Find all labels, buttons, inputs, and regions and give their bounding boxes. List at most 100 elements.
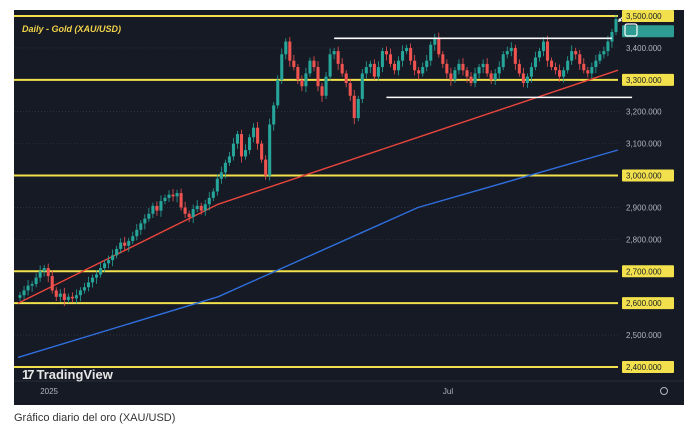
tradingview-logo: 17 TradingView bbox=[22, 367, 113, 382]
candle-body bbox=[509, 47, 513, 52]
price-chart[interactable]: 3,500.000 3,400.000 3,300.000 3,200.000 3,10… bbox=[14, 10, 684, 405]
candle-body bbox=[131, 236, 135, 241]
candle-body bbox=[425, 60, 429, 68]
candle-body bbox=[469, 76, 473, 84]
price-label-box bbox=[622, 73, 674, 86]
candle-body bbox=[550, 60, 554, 68]
tradingview-wordmark: TradingView bbox=[36, 367, 113, 382]
candle-body bbox=[360, 73, 364, 99]
candle-body bbox=[70, 296, 74, 299]
y-tick-label: 3,000.000 bbox=[626, 172, 662, 181]
candle-body bbox=[74, 295, 78, 299]
candle-body bbox=[485, 63, 489, 74]
candle-body bbox=[34, 277, 38, 285]
settings-gear-icon bbox=[660, 387, 668, 395]
candle-body bbox=[296, 67, 300, 80]
candle-body bbox=[82, 287, 86, 291]
candle-body bbox=[235, 134, 239, 144]
candle-body bbox=[578, 54, 582, 64]
candle-body bbox=[380, 51, 384, 68]
candle-body bbox=[413, 60, 417, 71]
candle-body bbox=[332, 51, 336, 55]
candle-body bbox=[268, 124, 272, 176]
candle-body bbox=[376, 67, 380, 77]
last-price-box bbox=[622, 25, 674, 38]
candle-body bbox=[533, 57, 537, 68]
x-tick-label: Jul bbox=[443, 387, 453, 396]
candle-body bbox=[489, 73, 493, 80]
candle-body bbox=[473, 73, 477, 84]
candle-body bbox=[135, 229, 139, 237]
candle-body bbox=[163, 197, 167, 202]
candle-body bbox=[272, 105, 276, 125]
chart-panel[interactable]: 3,500.000 3,400.000 3,300.000 3,200.000 3,10… bbox=[14, 10, 684, 405]
candle-body bbox=[264, 159, 268, 176]
chart-title: Daily - Gold (XAU/USD) bbox=[22, 24, 122, 34]
candle-body bbox=[594, 60, 598, 68]
candle-body bbox=[86, 282, 90, 288]
candle-body bbox=[50, 276, 54, 291]
candle-body bbox=[219, 172, 223, 179]
candle-body bbox=[195, 205, 199, 210]
candle-body bbox=[388, 54, 393, 64]
candle-body bbox=[22, 290, 26, 296]
candle-body bbox=[429, 44, 433, 61]
candle-body bbox=[187, 213, 191, 218]
candle-body bbox=[288, 41, 292, 61]
candle-body bbox=[401, 51, 405, 61]
candle-body bbox=[30, 284, 34, 286]
candle-body bbox=[445, 63, 449, 74]
candle-body bbox=[521, 73, 525, 84]
candle-body bbox=[248, 137, 252, 151]
candle-body bbox=[501, 54, 505, 68]
candle-body bbox=[207, 197, 211, 205]
candle-body bbox=[260, 143, 264, 160]
candle-body bbox=[457, 63, 461, 71]
candle-body bbox=[183, 207, 187, 214]
candle-body bbox=[203, 204, 207, 211]
candle-body bbox=[139, 223, 143, 230]
candle-body bbox=[336, 51, 340, 64]
candle-body bbox=[231, 143, 235, 157]
candle-body bbox=[405, 47, 409, 52]
price-label-box bbox=[622, 361, 674, 373]
candle-body bbox=[465, 70, 469, 77]
candle-body bbox=[437, 38, 441, 55]
candle-body bbox=[352, 95, 356, 119]
candle-body bbox=[562, 70, 566, 77]
candle-body bbox=[58, 293, 62, 297]
candle-body bbox=[167, 194, 171, 198]
y-tick-label: 2,600.000 bbox=[626, 299, 662, 308]
candle-body bbox=[574, 51, 578, 55]
candle-body bbox=[598, 54, 602, 61]
candle-body bbox=[159, 201, 163, 211]
candle-body bbox=[328, 54, 332, 77]
candle-body bbox=[582, 63, 586, 71]
chart-caption: Gráfico diario del oro (XAU/USD) bbox=[14, 412, 176, 424]
candle-body bbox=[541, 41, 546, 52]
candle-body bbox=[602, 51, 606, 55]
candle-body bbox=[119, 242, 123, 249]
candle-body bbox=[320, 86, 324, 96]
candle-body bbox=[461, 63, 465, 71]
candle-body bbox=[546, 41, 550, 61]
candle-body bbox=[304, 73, 308, 87]
candle-body bbox=[409, 47, 413, 61]
candle-body bbox=[397, 60, 401, 71]
candle-body bbox=[344, 73, 348, 84]
candle-body bbox=[384, 51, 388, 55]
candle-body bbox=[171, 194, 175, 197]
price-label-box bbox=[622, 10, 674, 22]
candle-body bbox=[324, 76, 328, 96]
candle-body bbox=[417, 70, 421, 74]
candle-body bbox=[392, 63, 397, 71]
candle-body bbox=[94, 274, 99, 278]
candle-body bbox=[66, 296, 70, 300]
candle-body bbox=[127, 240, 131, 246]
candle-body bbox=[147, 213, 151, 219]
candle-body bbox=[525, 76, 529, 84]
y-tick-label: 2,700.000 bbox=[626, 267, 662, 276]
candle-body bbox=[42, 268, 46, 272]
candle-body bbox=[62, 293, 66, 300]
candle-body bbox=[433, 38, 437, 45]
